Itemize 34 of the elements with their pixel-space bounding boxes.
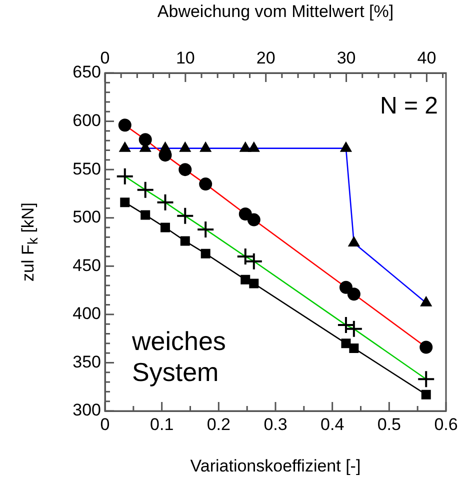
point [341, 338, 351, 348]
y-tick-label: 600 [72, 110, 101, 130]
y-tick-label: 350 [72, 352, 101, 372]
x-tick-label: 0.6 [434, 414, 458, 434]
x-tick-label: 0.2 [206, 414, 230, 434]
y-tick-label: 650 [72, 62, 101, 82]
y-tick-label: 500 [72, 208, 101, 227]
point [140, 210, 150, 220]
point [200, 248, 210, 258]
point [240, 274, 250, 284]
y-tick-label: 550 [72, 159, 101, 178]
x2-tick-label: 0 [100, 48, 110, 68]
x2-tick-label: 20 [256, 48, 276, 68]
x-tick-label: 0.5 [377, 414, 401, 434]
point [421, 390, 431, 400]
point [349, 343, 359, 353]
y-tick-label: 400 [72, 304, 101, 324]
point [180, 236, 190, 246]
x-tick-label: 0.1 [150, 414, 174, 434]
y-tick-label: 300 [72, 400, 101, 420]
annotation: N = 2 [380, 92, 438, 120]
y-tick-label: 450 [72, 256, 101, 275]
x2-tick-label: 10 [176, 48, 195, 68]
x2-axis-title: Abweichung vom Mittelwert [%] [157, 2, 394, 21]
point [120, 198, 130, 208]
x-axis-title: Variationskoeffizient [-] [190, 456, 361, 476]
point [249, 278, 259, 288]
x-tick-label: 0.4 [320, 414, 344, 434]
annotation: weiches System [131, 326, 226, 387]
x-tick-label: 0.3 [264, 414, 288, 434]
x2-tick-label: 30 [336, 48, 356, 68]
point [160, 222, 170, 232]
x2-tick-label: 40 [417, 48, 436, 68]
x-tick-label: 0 [100, 414, 110, 434]
